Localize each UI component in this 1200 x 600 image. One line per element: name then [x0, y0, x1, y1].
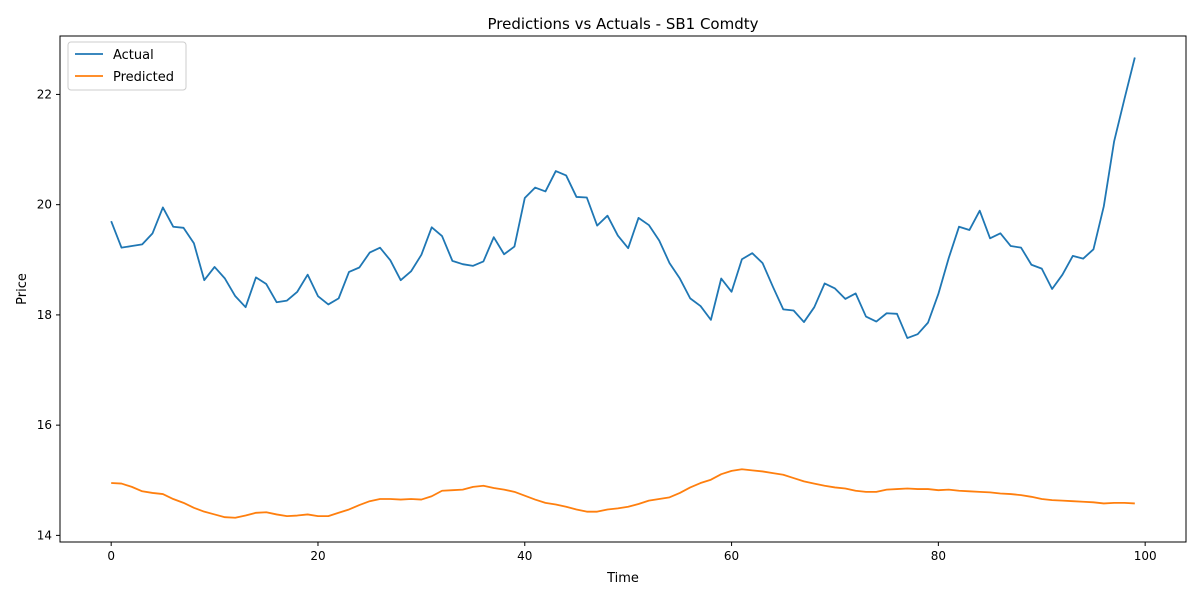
series-line-actual [110, 57, 1136, 339]
y-axis: 14 16 18 20 22 [37, 87, 60, 542]
y-tick-label: 16 [37, 418, 52, 432]
x-tick-label: 80 [931, 549, 946, 563]
legend-label-predicted: Predicted [113, 70, 174, 85]
plot-area [110, 57, 1136, 519]
y-tick-label: 18 [37, 308, 52, 322]
y-axis-label: Price [15, 273, 30, 305]
y-tick-label: 22 [37, 87, 52, 101]
chart-title: Predictions vs Actuals - SB1 Comdty [488, 15, 759, 33]
x-axis-label: Time [606, 571, 639, 586]
x-axis: 0 20 40 60 80 100 [107, 542, 1157, 563]
x-tick-label: 20 [310, 549, 325, 563]
x-tick-label: 40 [517, 549, 532, 563]
x-tick-label: 0 [107, 549, 115, 563]
x-tick-label: 100 [1134, 549, 1157, 563]
legend: Actual Predicted [67, 41, 187, 91]
legend-label-actual: Actual [113, 48, 154, 63]
x-tick-label: 60 [724, 549, 739, 563]
series-line-predicted [111, 468, 1135, 519]
y-tick-label: 14 [37, 528, 52, 542]
y-tick-label: 20 [37, 198, 52, 212]
axes-frame [59, 35, 1187, 543]
